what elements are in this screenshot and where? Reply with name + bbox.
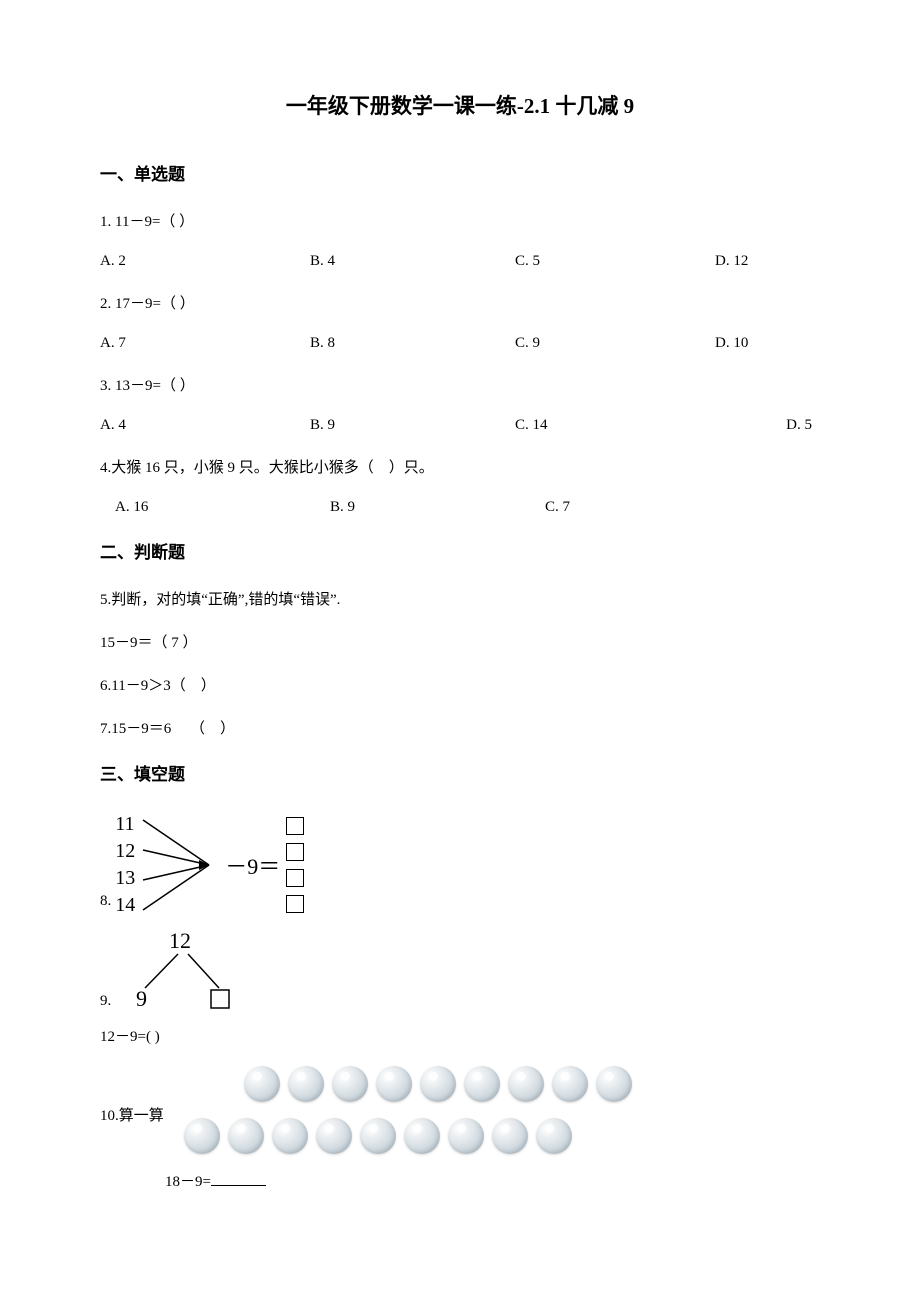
answer-box-icon [286,843,304,861]
q9-top: 12 [169,930,191,953]
q5-text: 5.判断，对的填“正确”,错的填“错误”. [100,588,820,609]
section-3-header: 三、填空题 [100,760,820,785]
q3-opt-a: A. 4 [100,417,310,434]
q3-opt-d: D. 5 [715,417,820,434]
q8-n2: 12 [115,838,135,865]
q9-sub: 12－9=( ) [100,1025,820,1046]
q1-text: 1. 11－9=（ ） [100,210,820,231]
q8-op: －9＝ [225,849,280,881]
q8-n4: 14 [115,892,135,919]
bubble-icon [316,1118,352,1154]
q2-options: A. 7 B. 8 C. 9 D. 10 [100,335,820,352]
q5-sub: 15－9＝（ 7 ） [100,631,820,652]
bubble-icon [420,1066,456,1102]
q3-opt-b: B. 9 [310,417,515,434]
q4-options: A. 16 B. 9 C. 7 [100,499,820,516]
q8-n1: 11 [115,811,135,838]
q7-text: 7.15－9＝6 （ ） [100,717,820,738]
q2-opt-b: B. 8 [310,335,515,352]
q10-calc-prefix: 18－9= [165,1174,211,1190]
q10-calc: 18－9= [165,1170,820,1191]
bubble-icon [464,1066,500,1102]
bubble-icon [448,1118,484,1154]
q9-diagram: 9. 12 9 [100,930,820,1010]
bubble-icon [596,1066,632,1102]
bubble-icon [288,1066,324,1102]
bubble-icon [404,1118,440,1154]
q8-n3: 13 [115,865,135,892]
q1-opt-b: B. 4 [310,253,515,270]
bubble-row-2 [184,1118,572,1154]
bubble-icon [360,1118,396,1154]
q10-label: 10.算一算 [100,1104,164,1125]
answer-box-icon [286,869,304,887]
bubble-icon [332,1066,368,1102]
bubble-icon [492,1118,528,1154]
answer-box-icon [211,990,229,1008]
section-2-header: 二、判断题 [100,538,820,563]
q6-text: 6.11－9＞3（ ） [100,674,820,695]
q9-left: 9 [136,986,147,1010]
merge-bracket-icon [139,810,219,920]
q4-opt-b: B. 9 [330,499,545,516]
bubble-icon [184,1118,220,1154]
blank-line-icon [211,1172,266,1186]
number-bond-icon: 12 9 [121,930,241,1010]
q2-opt-d: D. 10 [715,335,820,352]
q8-prefix: 8. [100,893,111,910]
q1-opt-a: A. 2 [100,253,310,270]
bubbles-block [184,1066,632,1154]
bubble-icon [244,1066,280,1102]
q4-opt-a: A. 16 [115,499,330,516]
q3-text: 3. 13－9=（ ） [100,374,820,395]
section-1-header: 一、单选题 [100,160,820,185]
q1-opt-c: C. 5 [515,253,715,270]
bubble-icon [376,1066,412,1102]
q2-opt-c: C. 9 [515,335,715,352]
q1-opt-d: D. 12 [715,253,820,270]
page-title: 一年级下册数学一课一练-2.1 十几减 9 [100,90,820,120]
q1-options: A. 2 B. 4 C. 5 D. 12 [100,253,820,270]
q3-options: A. 4 B. 9 C. 14 D. 5 [100,417,820,434]
q8-num-stack: 11 12 13 14 [115,811,135,919]
q4-opt-c: C. 7 [545,499,570,516]
bubble-icon [536,1118,572,1154]
bubble-row-1 [244,1066,632,1102]
q8-box-stack [286,817,304,913]
answer-box-icon [286,895,304,913]
q4-text: 4.大猴 16 只，小猴 9 只。大猴比小猴多（ ）只。 [100,456,820,477]
answer-box-icon [286,817,304,835]
q3-opt-c: C. 14 [515,417,715,434]
bubble-icon [552,1066,588,1102]
bubble-icon [228,1118,264,1154]
q8-diagram: 8. 11 12 13 14 －9＝ [100,810,820,920]
q10: 10.算一算 18－9= [100,1066,820,1191]
bubble-icon [272,1118,308,1154]
bubble-icon [508,1066,544,1102]
q2-text: 2. 17－9=（ ） [100,292,820,313]
q2-opt-a: A. 7 [100,335,310,352]
q9-prefix: 9. [100,993,111,1010]
